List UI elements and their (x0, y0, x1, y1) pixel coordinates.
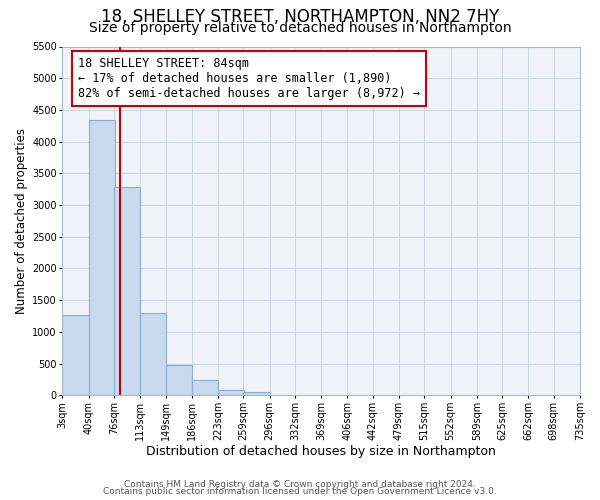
Text: Contains HM Land Registry data © Crown copyright and database right 2024.: Contains HM Land Registry data © Crown c… (124, 480, 476, 489)
Bar (218, 390, 244, 396)
Bar (89, 120, 115, 396)
Bar (244, 392, 269, 396)
Text: Size of property relative to detached houses in Northampton: Size of property relative to detached ho… (89, 21, 511, 35)
Text: 18 SHELLEY STREET: 84sqm
← 17% of detached houses are smaller (1,890)
82% of sem: 18 SHELLEY STREET: 84sqm ← 17% of detach… (78, 57, 420, 100)
Bar (62, 314, 89, 396)
Text: 18, SHELLEY STREET, NORTHAMPTON, NN2 7HY: 18, SHELLEY STREET, NORTHAMPTON, NN2 7HY (101, 8, 499, 26)
Bar (114, 186, 140, 396)
Bar (166, 365, 192, 396)
Y-axis label: Number of detached properties: Number of detached properties (15, 128, 28, 314)
Text: Contains public sector information licensed under the Open Government Licence v3: Contains public sector information licen… (103, 487, 497, 496)
X-axis label: Distribution of detached houses by size in Northampton: Distribution of detached houses by size … (146, 444, 496, 458)
Bar (192, 380, 218, 396)
Bar (140, 314, 166, 396)
